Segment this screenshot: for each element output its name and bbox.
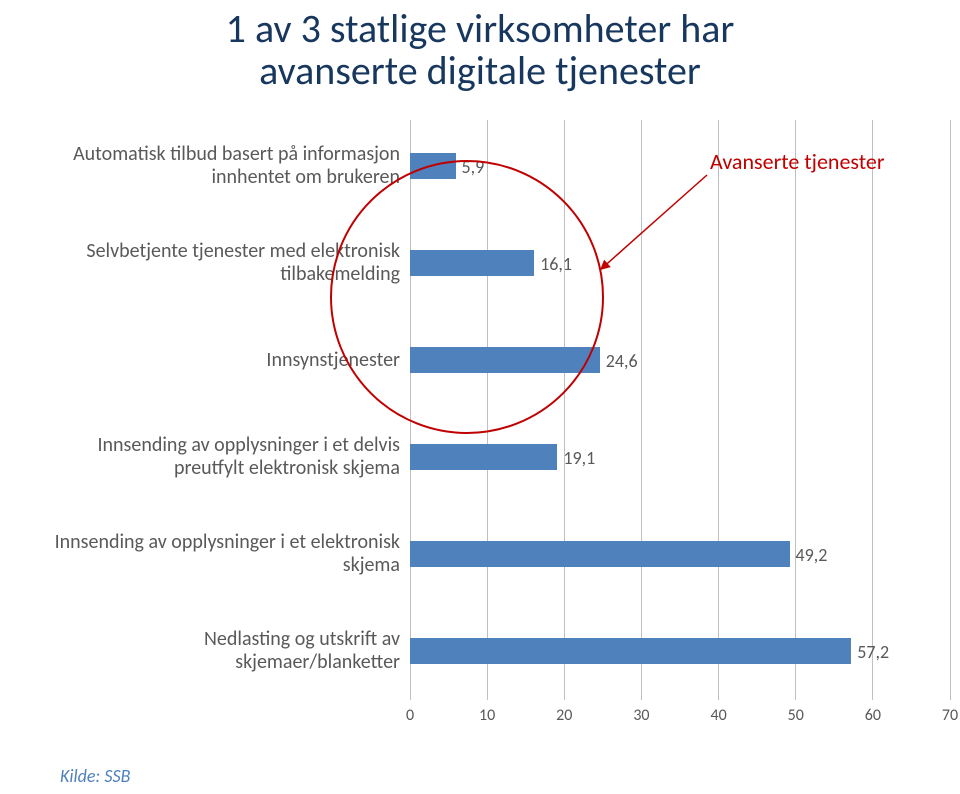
bar-value-label: 49,2	[796, 544, 828, 566]
bar	[410, 444, 557, 470]
x-tick-label: 60	[858, 706, 888, 725]
x-tick-label: 70	[935, 706, 960, 725]
category-label: Innsending av opplysninger i et delvispr…	[10, 434, 400, 480]
x-tick-label: 30	[626, 706, 656, 725]
bar	[410, 541, 790, 567]
gridline	[872, 120, 873, 700]
category-label: Automatisk tilbud basert på informasjoni…	[10, 143, 400, 189]
source-label: Kilde: SSB	[60, 765, 130, 787]
bar	[410, 638, 851, 664]
x-tick-label: 40	[704, 706, 734, 725]
x-tick-label: 20	[549, 706, 579, 725]
highlight-circle	[330, 160, 604, 434]
category-label: Nedlasting og utskrift avskjemaer/blanke…	[10, 628, 400, 674]
bar-value-label: 57,2	[857, 641, 889, 663]
x-tick-label: 50	[781, 706, 811, 725]
gridline	[795, 120, 796, 700]
gridline	[950, 120, 951, 700]
category-label: Innsending av opplysninger i et elektron…	[10, 531, 400, 577]
gridline	[718, 120, 719, 700]
x-tick-label: 0	[395, 706, 425, 725]
bar-value-label: 24,6	[606, 350, 638, 372]
gridline	[641, 120, 642, 700]
bar-value-label: 19,1	[563, 447, 595, 469]
page-title-line2: avanserte digitale tjenester	[0, 50, 960, 92]
legend-label: Avanserte tjenester	[710, 148, 885, 175]
page-title-line1: 1 av 3 statlige virksomheter har	[0, 8, 960, 50]
x-tick-label: 10	[472, 706, 502, 725]
